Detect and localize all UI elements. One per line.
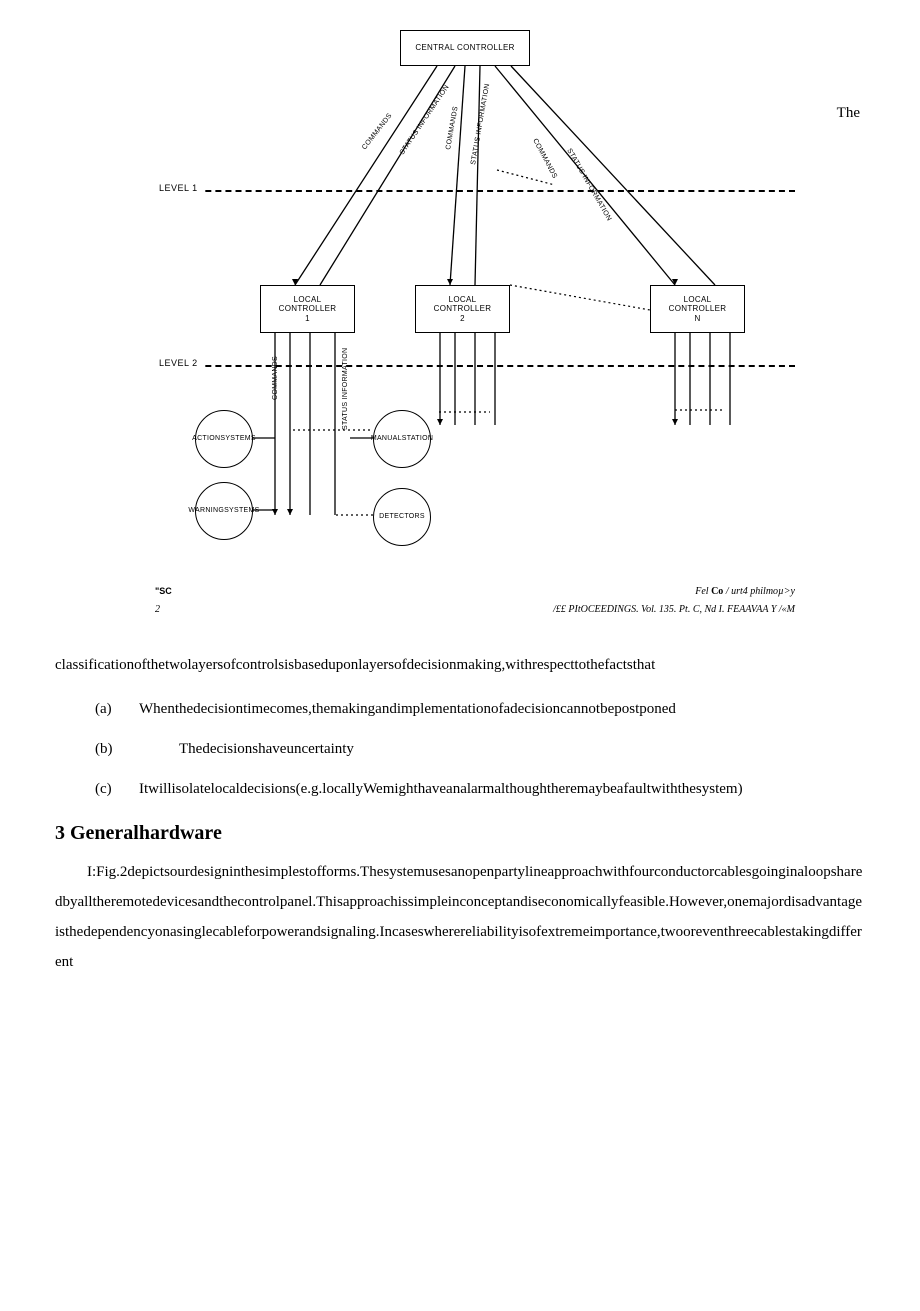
cap-r1-co: Co <box>711 586 723 597</box>
svg-text:COMMANDS: COMMANDS <box>272 356 279 400</box>
diagram-node-lc2: LOCALCONTROLLER2 <box>415 285 510 333</box>
svg-text:STATUS INFORMATION: STATUS INFORMATION <box>399 84 451 156</box>
caption-proceedings: /££ PItOCEEDINGS. Vol. 135. Pt. C, Nd I.… <box>553 604 795 615</box>
diagram-node-lcn: LOCALCONTROLLERN <box>650 285 745 333</box>
svg-text:COMMANDS: COMMANDS <box>361 112 394 151</box>
caption-row-2: 2 /££ PItOCEEDINGS. Vol. 135. Pt. C, Nd … <box>155 604 795 620</box>
list-text-a: Whenthedecisiontimecomes,themakingandimp… <box>139 694 676 724</box>
floating-the: The <box>837 105 860 122</box>
list-item: (b) Thedecisionshaveuncertainty <box>95 734 865 764</box>
cap-r1-tail: urt4 philmoµ>y <box>731 586 795 597</box>
caption-right-1: Fel Co / urt4 philmoµ>y <box>695 586 795 597</box>
svg-text:STATUS INFORMATION: STATUS INFORMATION <box>470 83 491 165</box>
cap-r1-pre: Fel <box>695 586 711 597</box>
svg-text:COMMANDS: COMMANDS <box>531 138 558 180</box>
level-divider <box>155 365 795 367</box>
list-text-c: Itwillisolatelocaldecisions(e.g.locallyW… <box>139 774 743 804</box>
caption-page-num: 2 <box>155 604 160 615</box>
svg-text:COMMANDS: COMMANDS <box>445 106 460 151</box>
facts-list: (a) Whenthedecisiontimecomes,themakingan… <box>95 694 865 804</box>
section-heading: 3 Generalhardware <box>55 822 865 845</box>
svg-text:STATUS INFORMATION: STATUS INFORMATION <box>565 148 612 223</box>
body-paragraph: I:Fig.2depictsourdesigninthesimplestoffo… <box>55 857 865 977</box>
diagram-node-det: DETECTORS <box>373 488 431 546</box>
diagram-node-cc: CENTRAL CONTROLLER <box>400 30 530 66</box>
list-marker-b: (b) <box>95 734 121 764</box>
control-hierarchy-diagram: COMMANDSSTATUS INFORMATIONCOMMANDSSTATUS… <box>155 10 795 580</box>
svg-text:STATUS INFORMATION: STATUS INFORMATION <box>342 348 349 430</box>
caption-row-1: "SC Fel Co / urt4 philmoµ>y <box>155 586 795 604</box>
diagram-node-as: ACTIONSYSTEMS <box>195 410 253 468</box>
list-marker-c: (c) <box>95 774 121 804</box>
level-label: LEVEL 2 <box>155 358 202 368</box>
diagram-node-ws: WARNINGSYSTEMS <box>195 482 253 540</box>
cap-r1-sep: / <box>723 586 731 597</box>
intro-paragraph: classificationofthetwolayersofcontrolsis… <box>55 650 865 680</box>
list-marker-a: (a) <box>95 694 121 724</box>
caption-left-sc: "SC <box>155 586 172 596</box>
diagram-node-ms: MANUALSTATION <box>373 410 431 468</box>
list-item: (a) Whenthedecisiontimecomes,themakingan… <box>95 694 865 724</box>
list-item: (c) Itwillisolatelocaldecisions(e.g.loca… <box>95 774 865 804</box>
level-divider <box>155 190 795 192</box>
diagram-node-lc1: LOCALCONTROLLER1 <box>260 285 355 333</box>
list-text-b: Thedecisionshaveuncertainty <box>179 734 354 764</box>
level-label: LEVEL 1 <box>155 183 202 193</box>
